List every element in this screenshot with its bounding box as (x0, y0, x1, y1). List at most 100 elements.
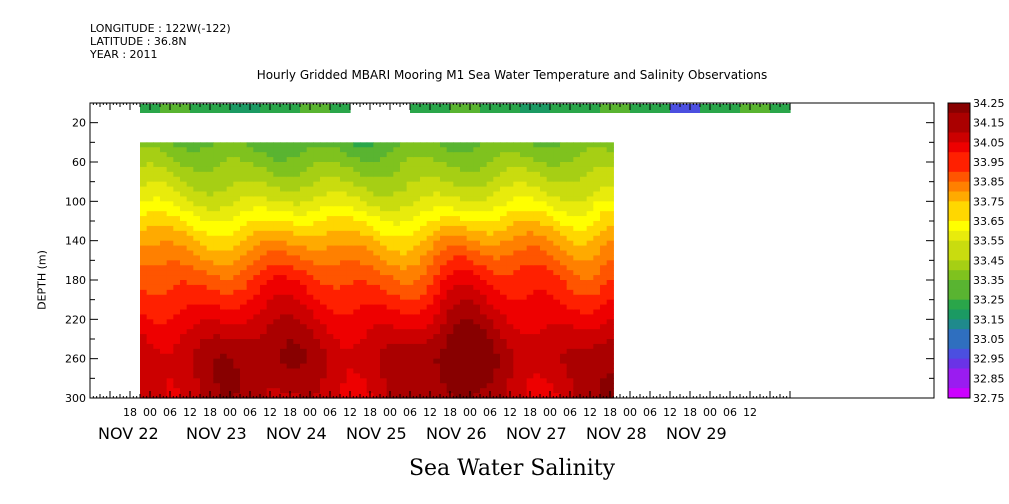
heatmap-cell (380, 378, 388, 384)
heatmap-cell (206, 358, 214, 365)
heatmap-cell (320, 181, 328, 188)
heatmap-cell (413, 166, 421, 173)
heatmap-cell (353, 294, 361, 301)
colorbar-step (948, 132, 970, 143)
heatmap-cell (540, 353, 548, 360)
heatmap-cell (486, 162, 494, 168)
heatmap-cell (566, 162, 574, 168)
heatmap-cell (233, 171, 241, 178)
heatmap-cell (553, 309, 561, 316)
heatmap-cell (586, 162, 594, 168)
heatmap-cell (540, 393, 548, 399)
heatmap-cell (546, 181, 554, 188)
heatmap-cell (393, 171, 401, 178)
heatmap-cell (520, 329, 528, 335)
surface-cell (410, 104, 421, 113)
heatmap-cell (166, 147, 174, 153)
heatmap-cell (486, 388, 494, 394)
heatmap-cell (486, 166, 494, 173)
heatmap-cell (306, 304, 314, 311)
heatmap-cell (293, 378, 301, 384)
heatmap-cell (313, 309, 321, 316)
heatmap-cell (286, 329, 294, 335)
heatmap-cell (460, 230, 468, 237)
heatmap-cell (266, 265, 274, 271)
heatmap-cell (420, 353, 428, 360)
heatmap-cell (233, 348, 241, 355)
heatmap-cell (526, 363, 534, 370)
heatmap-cell (600, 270, 608, 276)
surface-cell (210, 104, 221, 113)
heatmap-cell (360, 186, 368, 193)
heatmap-cell (513, 378, 521, 384)
heatmap-cell (160, 383, 168, 389)
heatmap-cell (380, 289, 388, 296)
heatmap-cell (386, 176, 394, 183)
heatmap-cell (333, 142, 341, 148)
heatmap-cell (580, 225, 588, 232)
heatmap-cell (246, 294, 254, 301)
heatmap-cell (213, 216, 221, 222)
heatmap-cell (146, 284, 154, 291)
heatmap-cell (400, 265, 408, 271)
x-tick-label: 12 (343, 406, 357, 419)
heatmap-cell (493, 284, 501, 291)
heatmap-cell (433, 319, 441, 325)
heatmap-cell (513, 373, 521, 379)
heatmap-cell (480, 358, 488, 365)
heatmap-cell (586, 363, 594, 370)
heatmap-cell (200, 324, 208, 330)
heatmap-cell (153, 339, 161, 345)
heatmap-cell (333, 260, 341, 266)
heatmap-cell (280, 304, 288, 311)
heatmap-cell (153, 284, 161, 291)
heatmap-cell (586, 196, 594, 202)
heatmap-cell (526, 378, 534, 384)
heatmap-cell (326, 206, 334, 212)
heatmap-cell (393, 235, 401, 242)
heatmap-cell (526, 280, 534, 286)
heatmap-cell (506, 176, 514, 183)
heatmap-cell (486, 225, 494, 232)
heatmap-cell (380, 225, 388, 232)
heatmap-cell (393, 304, 401, 311)
heatmap-cell (266, 162, 274, 168)
heatmap-cell (253, 265, 261, 271)
heatmap-cell (513, 294, 521, 301)
heatmap-cell (360, 383, 368, 389)
heatmap-cell (386, 235, 394, 242)
heatmap-cell (466, 388, 474, 394)
heatmap-cell (593, 324, 601, 330)
heatmap-cell (460, 339, 468, 345)
heatmap-cell (253, 280, 261, 286)
heatmap-cell (593, 280, 601, 286)
heatmap-cell (326, 319, 334, 325)
heatmap-cell (420, 314, 428, 320)
heatmap-cell (486, 186, 494, 193)
heatmap-cell (433, 343, 441, 350)
heatmap-cell (540, 319, 548, 325)
heatmap-cell (186, 353, 194, 360)
heatmap-cell (473, 201, 481, 207)
heatmap-cell (453, 284, 461, 291)
heatmap-cell (446, 265, 454, 271)
heatmap-cell (540, 388, 548, 394)
heatmap-cell (306, 240, 314, 247)
y-tick-label: 180 (65, 274, 86, 287)
heatmap-cell (540, 230, 548, 237)
heatmap-cell (380, 186, 388, 193)
heatmap-cell (286, 265, 294, 271)
heatmap-cell (300, 294, 308, 301)
heatmap-cell (186, 324, 194, 330)
heatmap-cell (273, 186, 281, 193)
heatmap-cell (500, 260, 508, 266)
heatmap-cell (293, 240, 301, 247)
heatmap-cell (400, 329, 408, 335)
heatmap-cell (193, 275, 201, 281)
heatmap-cell (166, 166, 174, 173)
heatmap-cell (573, 255, 581, 261)
heatmap-cell (280, 157, 288, 163)
heatmap-cell (333, 225, 341, 232)
heatmap-cell (280, 171, 288, 178)
